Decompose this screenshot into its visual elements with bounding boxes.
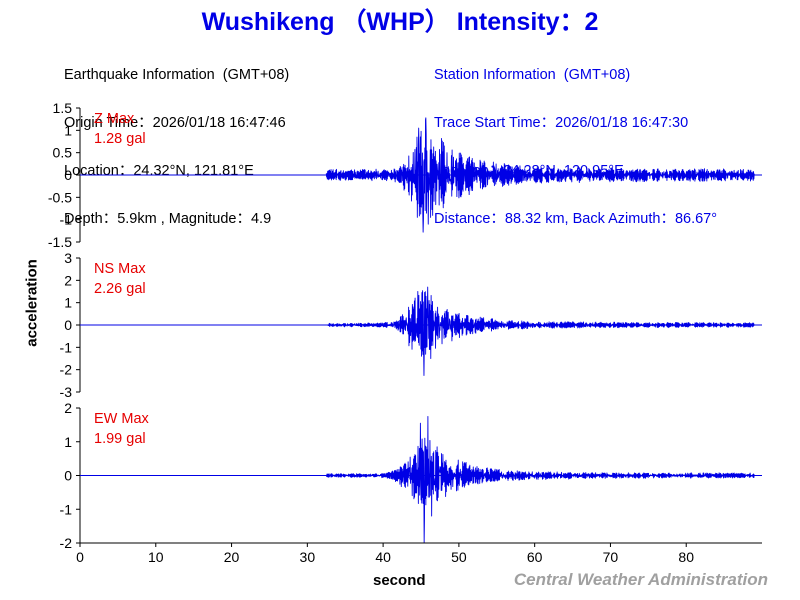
z-max-label: Z Max [94, 111, 135, 127]
x-axis-label: second [373, 572, 426, 589]
ns-y-tick-label: 2 [64, 272, 72, 288]
x-tick-label: 70 [603, 549, 619, 565]
z-y-tick-label: 0.5 [53, 145, 73, 161]
ns-waveform [327, 286, 755, 376]
y-axis-label: acceleration [23, 259, 41, 347]
ns-y-tick-label: 0 [64, 317, 72, 333]
x-tick-label: 0 [76, 549, 84, 565]
agency-credit: Central Weather Administration [513, 570, 768, 589]
ns-y-tick-label: -1 [60, 339, 73, 355]
z-y-tick-label: 0 [64, 167, 72, 183]
ew-max-value: 1.99 gal [94, 431, 146, 447]
trace-start-time: Trace Start Time：2026/01/18 16:47:30 [434, 115, 689, 131]
ew-y-tick-label: 2 [64, 400, 72, 416]
x-tick-label: 20 [224, 549, 240, 565]
ew-y-tick-label: -1 [60, 501, 73, 517]
page-title: Wushikeng （WHP） Intensity：2 [201, 8, 599, 36]
depth-magnitude: Depth：5.9km , Magnitude：4.9 [64, 211, 272, 227]
z-max-value: 1.28 gal [94, 131, 146, 147]
ns-y-tick-label: 1 [64, 295, 72, 311]
x-tick-label: 30 [300, 549, 316, 565]
origin-time: Origin Time：2026/01/18 16:47:46 [64, 115, 286, 131]
ew-y-tick-label: 0 [64, 468, 72, 484]
ns-max-value: 2.26 gal [94, 281, 146, 297]
x-tick-label: 60 [527, 549, 543, 565]
x-tick-label: 10 [148, 549, 164, 565]
ew-max-label: EW Max [94, 411, 150, 427]
ew-y-tick-label: 1 [64, 434, 72, 450]
x-tick-label: 50 [451, 549, 467, 565]
ns-y-tick-label: -3 [60, 384, 73, 400]
z-y-tick-label: -1 [60, 212, 73, 228]
ew-y-tick-label: -2 [60, 535, 73, 551]
ns-max-label: NS Max [94, 261, 146, 277]
distance-azimuth: Distance：88.32 km, Back Azimuth：86.67° [434, 211, 718, 227]
z-y-tick-label: 1.5 [53, 100, 73, 116]
earthquake-info-heading: Earthquake Information (GMT+08) [64, 67, 290, 83]
ns-y-tick-label: -2 [60, 362, 73, 378]
x-tick-label: 80 [678, 549, 694, 565]
ew-waveform [325, 415, 755, 544]
station-info-heading: Station Information (GMT+08) [434, 67, 631, 83]
z-y-tick-label: 1 [64, 122, 72, 138]
z-waveform [325, 117, 755, 233]
ns-y-tick-label: 3 [64, 250, 72, 266]
x-tick-label: 40 [375, 549, 391, 565]
z-y-tick-label: -1.5 [48, 234, 72, 250]
z-y-tick-label: -0.5 [48, 189, 72, 205]
